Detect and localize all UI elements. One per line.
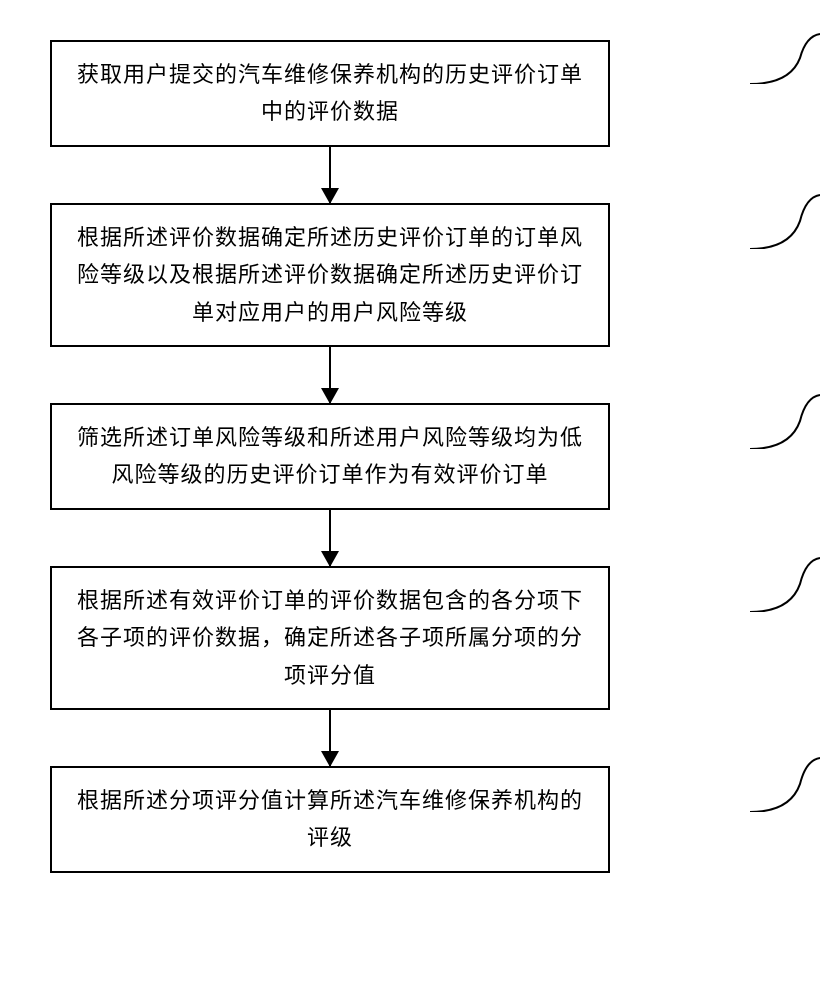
flowchart-container: 获取用户提交的汽车维修保养机构的历史评价订单中的评价数据 S102 根据所述评价… <box>50 40 770 873</box>
flow-step: 根据所述有效评价订单的评价数据包含的各分项下各子项的评价数据，确定所述各子项所属… <box>50 566 770 710</box>
step-box-s104: 根据所述评价数据确定所述历史评价订单的订单风险等级以及根据所述评价数据确定所述历… <box>50 203 610 347</box>
step-box-s102: 获取用户提交的汽车维修保养机构的历史评价订单中的评价数据 <box>50 40 610 147</box>
bracket-connector <box>750 556 820 612</box>
step-box-s110: 根据所述分项评分值计算所述汽车维修保养机构的评级 <box>50 766 610 873</box>
arrow-connector <box>50 710 610 766</box>
arrow-connector <box>50 147 610 203</box>
flow-step: 获取用户提交的汽车维修保养机构的历史评价订单中的评价数据 S102 <box>50 40 770 147</box>
step-text: 根据所述分项评分值计算所述汽车维修保养机构的评级 <box>72 782 588 857</box>
step-text: 筛选所述订单风险等级和所述用户风险等级均为低风险等级的历史评价订单作为有效评价订… <box>72 419 588 494</box>
bracket-connector <box>750 32 820 84</box>
step-box-s108: 根据所述有效评价订单的评价数据包含的各分项下各子项的评价数据，确定所述各子项所属… <box>50 566 610 710</box>
arrow-connector <box>50 347 610 403</box>
flow-step: 根据所述评价数据确定所述历史评价订单的订单风险等级以及根据所述评价数据确定所述历… <box>50 203 770 347</box>
bracket-connector <box>750 393 820 449</box>
flow-step: 根据所述分项评分值计算所述汽车维修保养机构的评级 S110 <box>50 766 770 873</box>
step-box-s106: 筛选所述订单风险等级和所述用户风险等级均为低风险等级的历史评价订单作为有效评价订… <box>50 403 610 510</box>
bracket-connector <box>750 756 820 812</box>
step-text: 获取用户提交的汽车维修保养机构的历史评价订单中的评价数据 <box>72 56 588 131</box>
step-text: 根据所述有效评价订单的评价数据包含的各分项下各子项的评价数据，确定所述各子项所属… <box>72 582 588 694</box>
flow-step: 筛选所述订单风险等级和所述用户风险等级均为低风险等级的历史评价订单作为有效评价订… <box>50 403 770 510</box>
bracket-connector <box>750 193 820 249</box>
arrow-connector <box>50 510 610 566</box>
step-text: 根据所述评价数据确定所述历史评价订单的订单风险等级以及根据所述评价数据确定所述历… <box>72 219 588 331</box>
